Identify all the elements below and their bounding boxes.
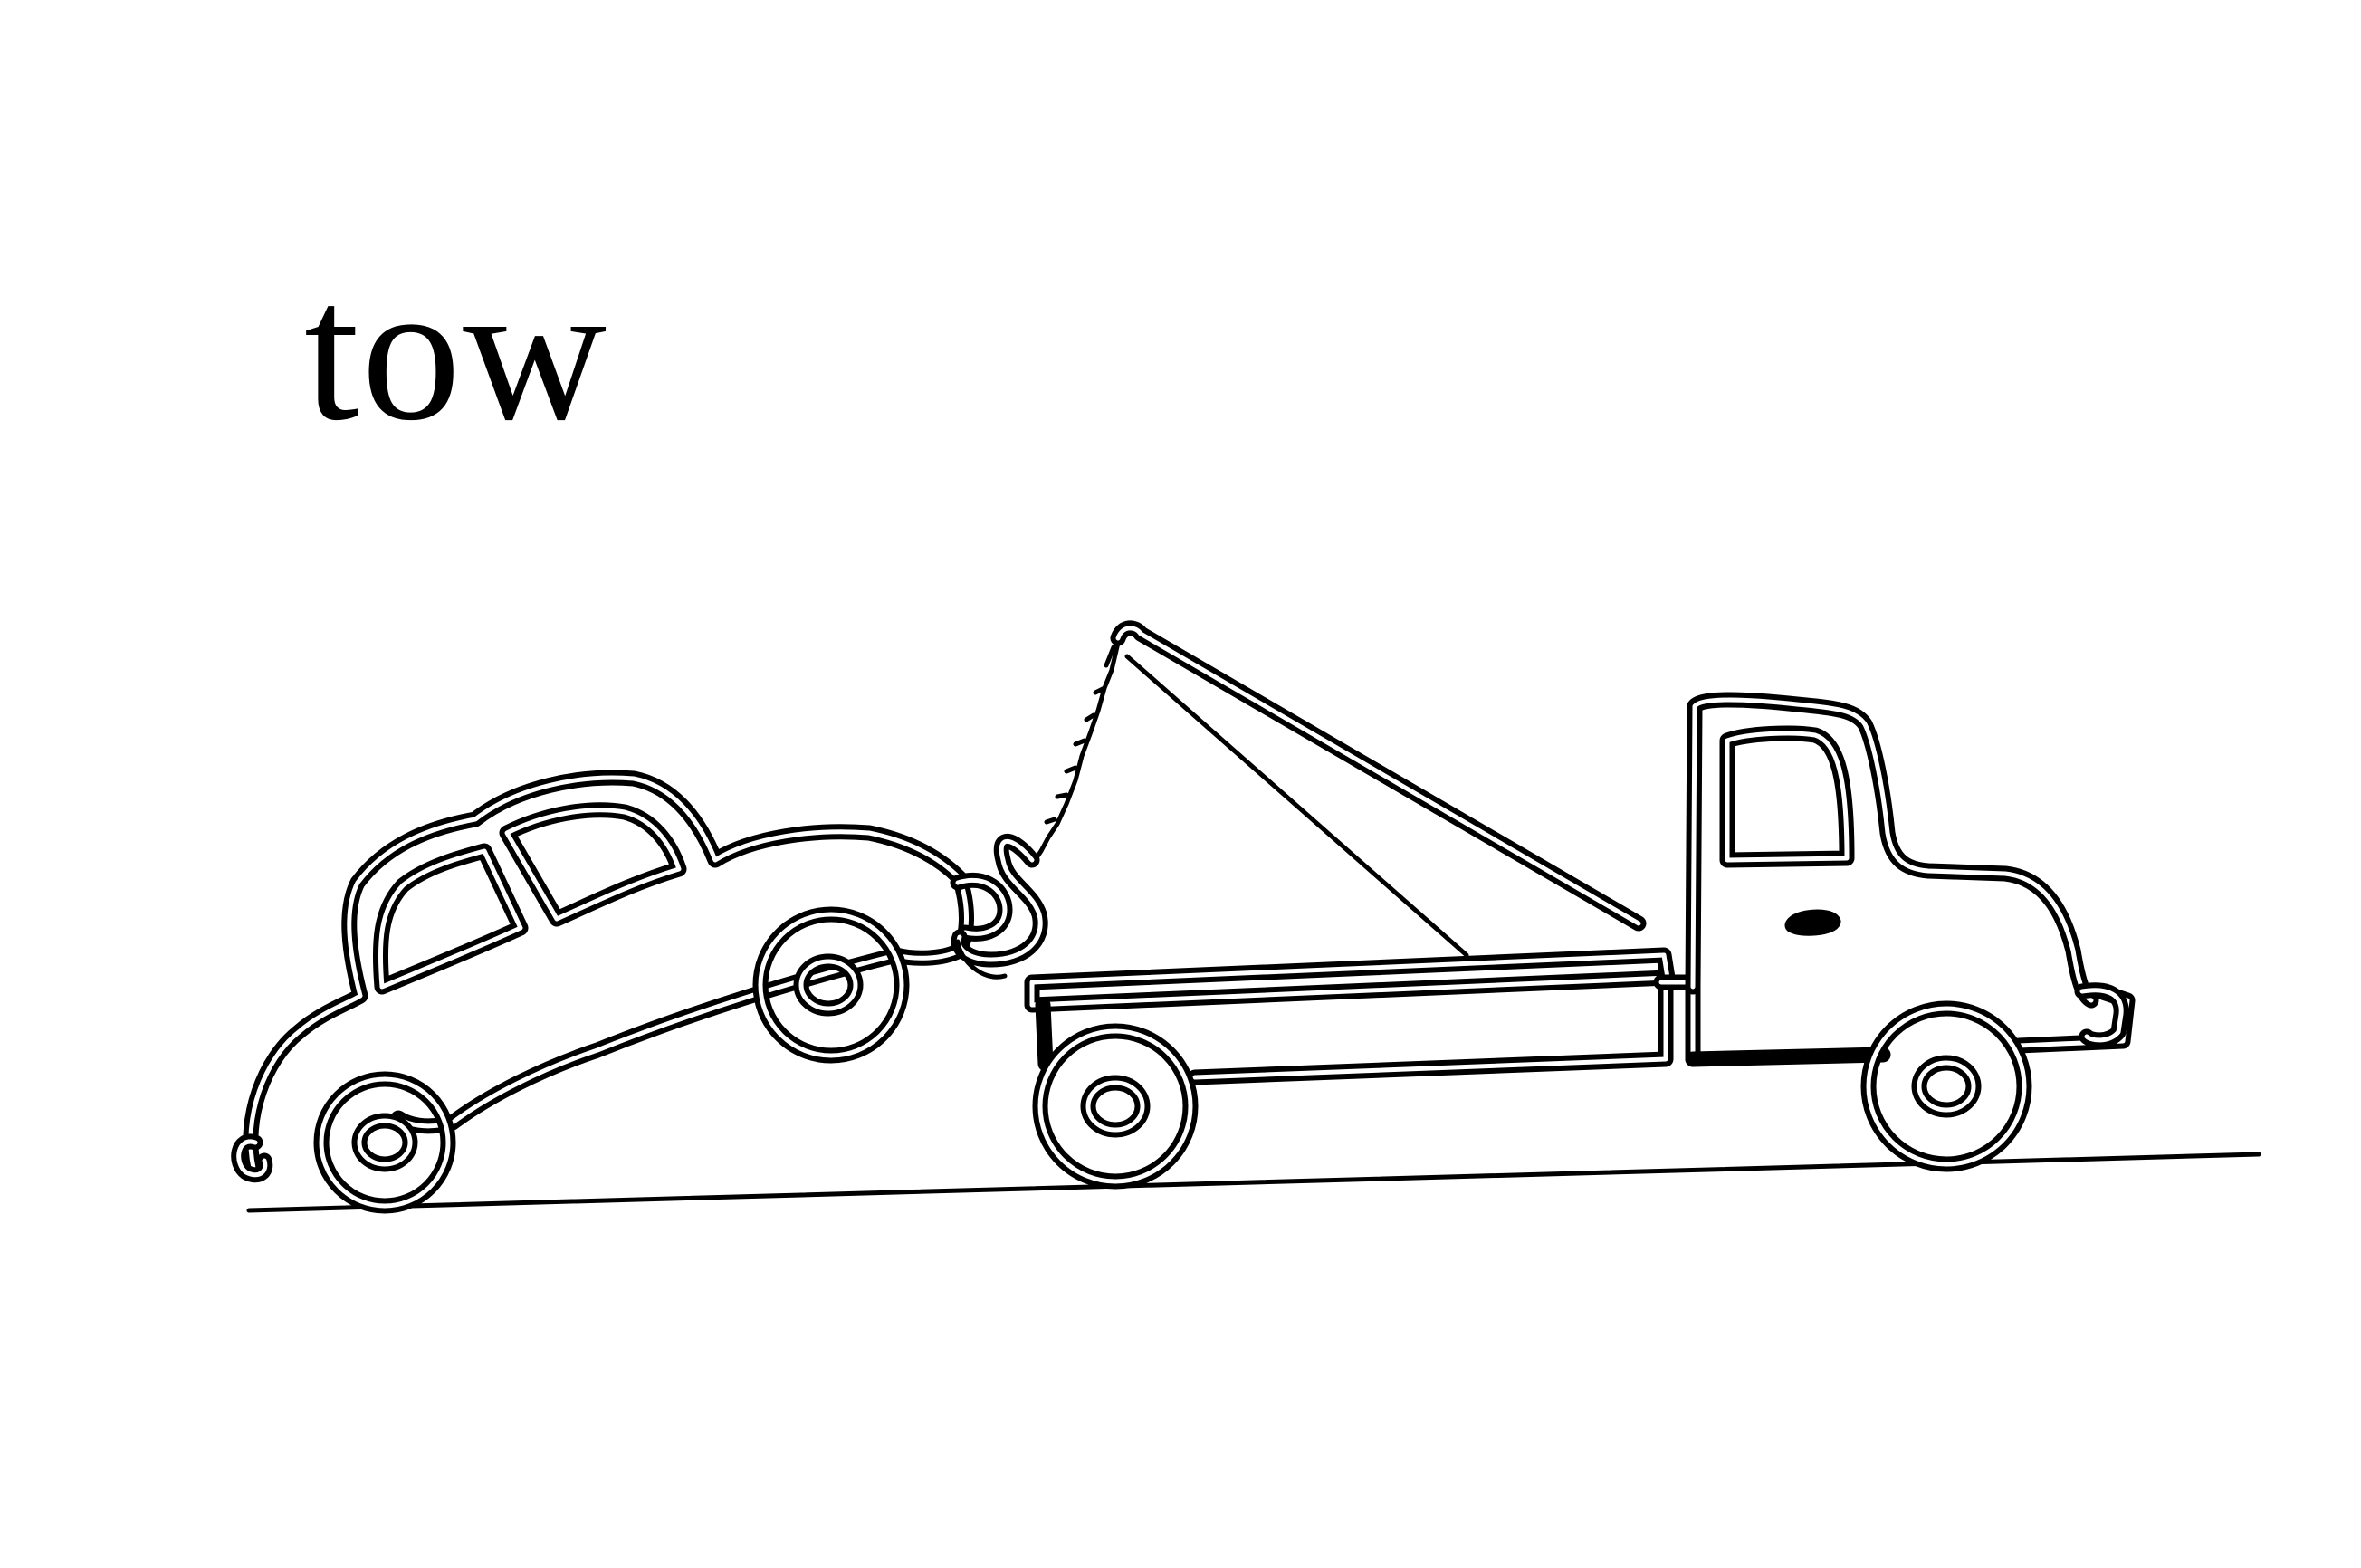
tow-hook-icon [951, 640, 1121, 980]
car-rear-wheel [313, 1071, 456, 1214]
car-front-wheel [752, 906, 910, 1064]
caption-word: tow [304, 241, 608, 462]
tow-truck-icon [1024, 620, 2136, 1190]
truck-rear-wheel [1032, 1023, 1199, 1190]
car-icon [231, 770, 1013, 1214]
truck-front-wheel [1860, 1000, 2032, 1172]
